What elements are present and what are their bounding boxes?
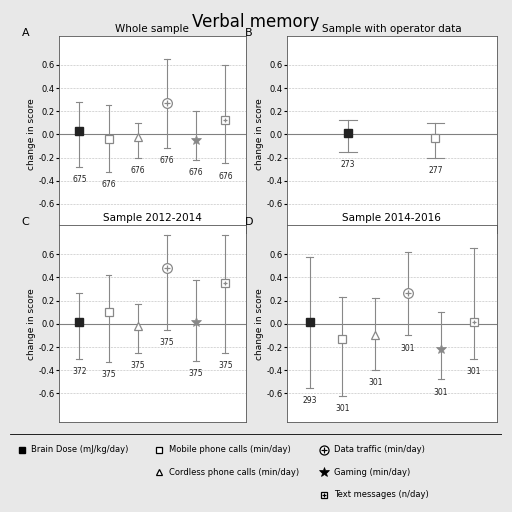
Text: 375: 375 xyxy=(218,361,232,370)
Y-axis label: change in score: change in score xyxy=(254,288,264,360)
Y-axis label: change in score: change in score xyxy=(27,98,36,170)
Text: 372: 372 xyxy=(72,367,87,376)
Text: 375: 375 xyxy=(101,370,116,379)
Text: 301: 301 xyxy=(434,388,448,397)
Text: 676: 676 xyxy=(189,168,203,177)
Text: C: C xyxy=(22,218,29,227)
Text: 375: 375 xyxy=(131,361,145,370)
Text: 676: 676 xyxy=(101,180,116,188)
Title: Sample 2014-2016: Sample 2014-2016 xyxy=(342,213,441,223)
Text: 676: 676 xyxy=(160,157,174,165)
Text: Verbal memory: Verbal memory xyxy=(193,13,319,31)
Title: Sample 2012-2014: Sample 2012-2014 xyxy=(103,213,202,223)
Text: B: B xyxy=(245,28,252,38)
Text: Cordless phone calls (min/day): Cordless phone calls (min/day) xyxy=(169,468,299,477)
Text: 375: 375 xyxy=(160,338,174,347)
Text: 301: 301 xyxy=(368,378,382,388)
Text: Brain Dose (mJ/kg/day): Brain Dose (mJ/kg/day) xyxy=(31,445,129,455)
Text: 675: 675 xyxy=(72,175,87,184)
Text: 301: 301 xyxy=(466,367,481,376)
Text: 676: 676 xyxy=(131,166,145,175)
Text: 273: 273 xyxy=(340,160,355,169)
Text: 676: 676 xyxy=(218,172,232,181)
Y-axis label: change in score: change in score xyxy=(254,98,264,170)
Text: A: A xyxy=(22,28,29,38)
Title: Whole sample: Whole sample xyxy=(115,24,189,34)
Text: 301: 301 xyxy=(335,404,350,413)
Text: Text messages (n/day): Text messages (n/day) xyxy=(334,490,429,499)
Text: 277: 277 xyxy=(428,166,443,175)
Text: Mobile phone calls (min/day): Mobile phone calls (min/day) xyxy=(169,445,291,455)
Text: 293: 293 xyxy=(303,396,317,404)
Text: Gaming (min/day): Gaming (min/day) xyxy=(334,468,410,477)
Text: 301: 301 xyxy=(401,344,415,353)
Text: 375: 375 xyxy=(189,369,203,378)
Text: Data traffic (min/day): Data traffic (min/day) xyxy=(334,445,424,455)
Title: Sample with operator data: Sample with operator data xyxy=(322,24,461,34)
Y-axis label: change in score: change in score xyxy=(27,288,36,360)
Text: D: D xyxy=(245,218,253,227)
